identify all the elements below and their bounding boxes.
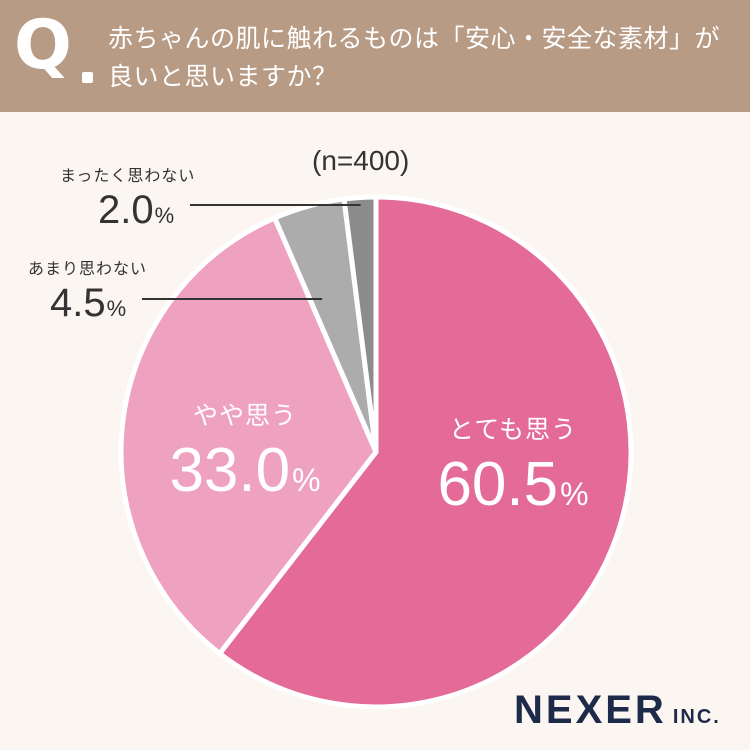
label-mattaku-omowanai: まったく思わない 2.0% xyxy=(60,162,195,236)
side-label-category: あまり思わない xyxy=(28,259,148,278)
slice-totemo-omou xyxy=(217,194,634,710)
slice-label-value: 33.0% xyxy=(169,436,321,505)
slice-yaya-omou xyxy=(118,215,379,656)
question-header: Q 赤ちゃんの肌に触れるものは「安心・安全な素材」が良いと思いますか？ xyxy=(0,0,750,112)
label-yaya-omou: やや思う 33.0% xyxy=(150,396,340,513)
nexer-logo: NEXER INC. xyxy=(514,688,721,733)
question-text: 赤ちゃんの肌に触れるものは「安心・安全な素材」が良いと思いますか？ xyxy=(108,24,721,91)
slice-label-category: やや思う xyxy=(192,401,297,430)
pie-slices xyxy=(118,194,634,710)
label-amari-omowanai: あまり思わない 4.5% xyxy=(28,255,147,329)
leader-lines xyxy=(142,204,361,300)
logo-main: NEXER xyxy=(514,688,667,732)
slice-mattaku-omowanai xyxy=(341,194,379,455)
q-mark: Q xyxy=(14,6,72,85)
slice-label-category: とても思う xyxy=(448,415,577,444)
side-label-value: 2.0% xyxy=(98,188,175,232)
side-label-value: 4.5% xyxy=(50,281,127,325)
sample-size: (n=400) xyxy=(312,145,410,176)
slice-label-value: 60.5% xyxy=(437,450,589,519)
label-totemo-omou: とても思う 60.5% xyxy=(418,410,608,527)
side-label-category: まったく思わない xyxy=(60,166,196,185)
q-dot xyxy=(82,72,93,83)
logo-sub: INC. xyxy=(672,706,721,728)
